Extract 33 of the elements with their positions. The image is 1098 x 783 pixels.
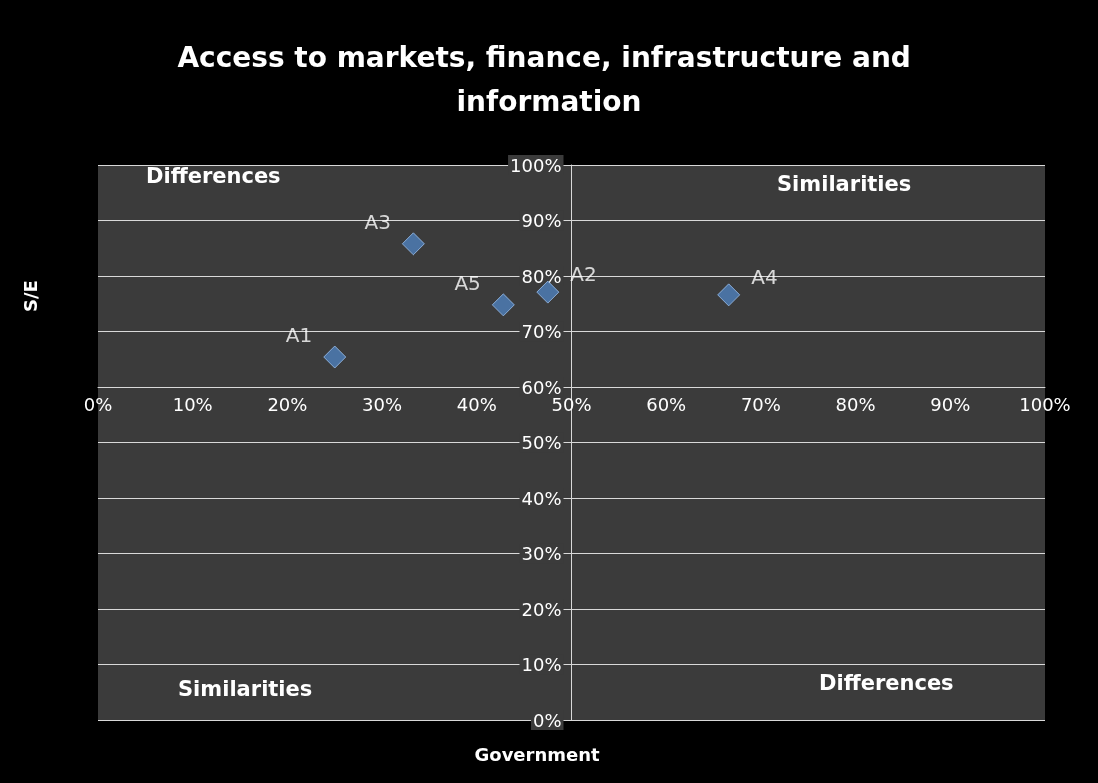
y-tick-label: 10% (521, 654, 562, 675)
annotation: Similarities (178, 676, 313, 701)
x-tick-label: 80% (835, 393, 876, 415)
y-axis-title: S/E (19, 280, 41, 312)
x-tick-label: 90% (930, 393, 971, 415)
x-axis-title: Government (474, 743, 601, 765)
chart-title: Access to markets, finance, infrastructure and information (177, 40, 921, 118)
y-tick-label: 90% (521, 210, 562, 231)
x-tick-label: 20% (267, 393, 308, 415)
x-tick-label: 40% (456, 393, 497, 415)
x-tick-label: 0% (83, 393, 113, 415)
y-tick-label: 40% (521, 487, 562, 509)
y-tick-label: 100% (510, 154, 562, 176)
y-tick-label: 70% (521, 321, 562, 342)
y-tick-label: 30% (521, 543, 562, 564)
y-tick-label: 20% (521, 598, 562, 620)
series-label: A5 (454, 270, 481, 295)
point (491, 293, 515, 317)
x-tick-label: 60% (646, 393, 687, 415)
point (717, 283, 741, 307)
x-tick-label: 100% (1019, 393, 1071, 415)
point (323, 345, 347, 369)
annotation: Differences (146, 163, 281, 188)
y-tick-label: 50% (521, 432, 562, 453)
x-tick-label: 70% (740, 393, 781, 415)
point (401, 232, 425, 256)
y-tick-label: 60% (521, 376, 562, 398)
annotation: Differences (819, 670, 954, 695)
x-tick-label: 10% (172, 393, 213, 415)
x-tick-label: 30% (362, 393, 403, 415)
y-tick-label: 80% (521, 265, 562, 287)
annotation: Similarities (777, 171, 912, 196)
y-tick-label: 0% (532, 709, 562, 731)
